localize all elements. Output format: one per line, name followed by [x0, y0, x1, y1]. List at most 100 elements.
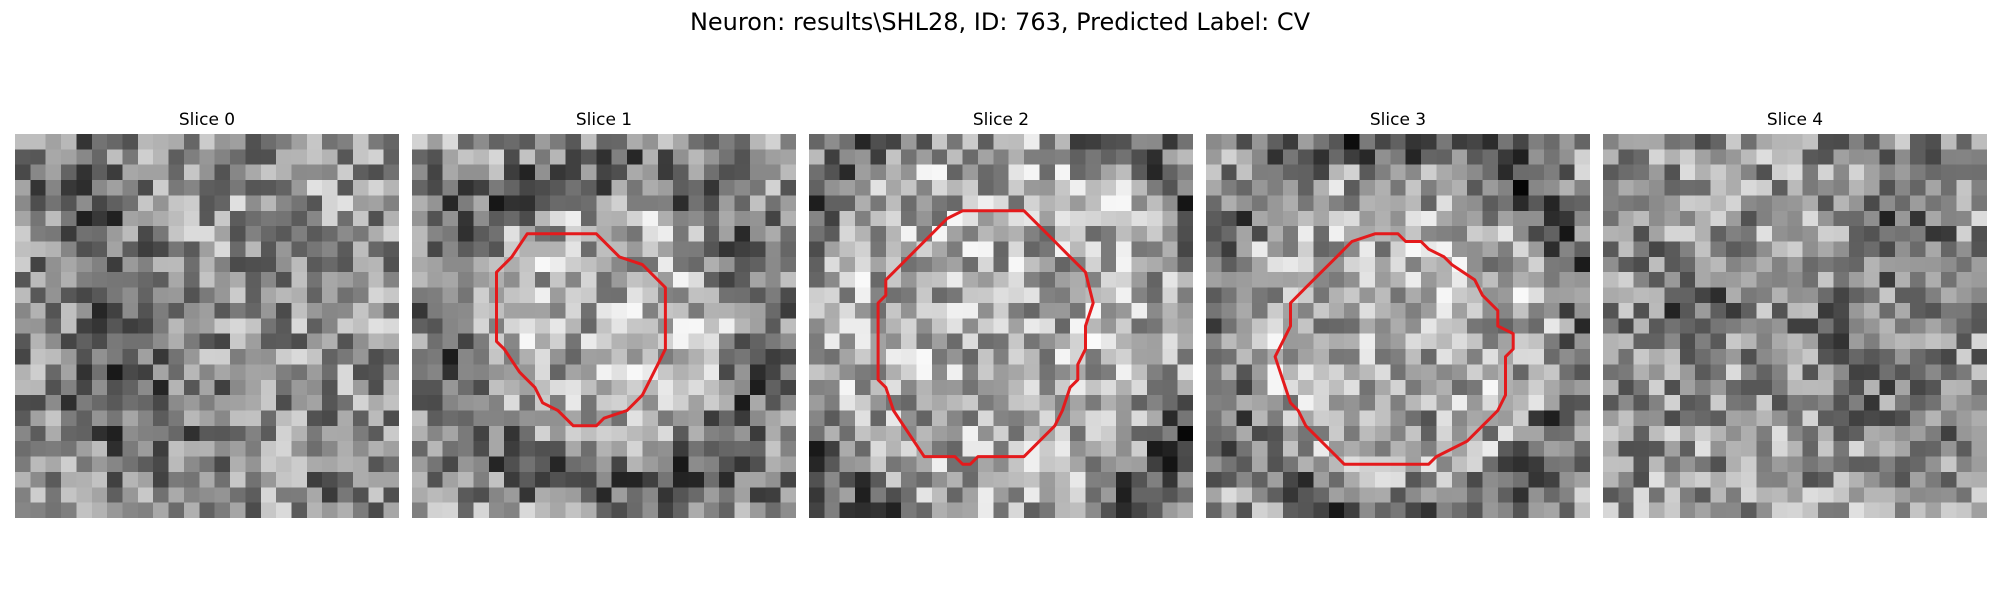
- pixel: [1741, 502, 1758, 518]
- pixel: [1221, 226, 1238, 243]
- pixel: [1162, 164, 1179, 181]
- pixel: [91, 272, 108, 289]
- pixel: [153, 364, 170, 381]
- pixel: [1574, 226, 1590, 243]
- pixel: [245, 134, 262, 150]
- pixel: [885, 502, 902, 518]
- pixel: [1894, 180, 1911, 197]
- pixel: [1328, 471, 1345, 488]
- pixel: [61, 349, 78, 365]
- pixel: [580, 456, 597, 473]
- pixel: [458, 487, 475, 504]
- pixel: [1328, 502, 1345, 518]
- pixel: [1864, 149, 1881, 166]
- pixel: [337, 287, 354, 304]
- pixel: [122, 241, 139, 258]
- pixel: [352, 164, 369, 181]
- pixel: [30, 287, 47, 304]
- pixel: [1162, 180, 1179, 197]
- pixel: [230, 410, 246, 427]
- pixel: [1146, 256, 1163, 273]
- pixel: [1910, 164, 1927, 181]
- pixel: [45, 379, 62, 396]
- pixel: [550, 210, 567, 227]
- pixel: [1543, 318, 1560, 335]
- pixel: [276, 226, 293, 243]
- pixel: [473, 395, 490, 412]
- pixel: [809, 395, 825, 412]
- pixel: [1482, 364, 1499, 381]
- pixel: [1421, 471, 1437, 488]
- pixel: [962, 502, 979, 518]
- pixel: [1956, 410, 1973, 427]
- pixel: [1664, 195, 1681, 212]
- pixel: [1543, 272, 1560, 289]
- pixel: [580, 180, 597, 197]
- pixel: [91, 226, 108, 243]
- pixel: [1695, 287, 1712, 304]
- pixel: [1559, 149, 1576, 166]
- pixel: [1894, 318, 1911, 335]
- pixel: [107, 364, 124, 381]
- pixel: [122, 210, 139, 227]
- pixel: [901, 210, 918, 227]
- pixel: [1679, 210, 1696, 227]
- pixel: [1679, 241, 1696, 258]
- pixel: [642, 441, 659, 458]
- pixel: [306, 164, 323, 181]
- pixel: [45, 471, 62, 488]
- pixel: [427, 195, 444, 212]
- pixel: [1162, 502, 1179, 518]
- pixel: [442, 441, 459, 458]
- pixel: [1039, 164, 1056, 181]
- pixel: [1559, 256, 1576, 273]
- pixel: [1543, 149, 1560, 166]
- pixel: [1054, 210, 1071, 227]
- pixel: [260, 364, 277, 381]
- pixel: [916, 487, 933, 504]
- pixel: [734, 318, 751, 335]
- pixel: [1421, 425, 1437, 442]
- pixel: [1879, 287, 1896, 304]
- pixel: [153, 302, 170, 319]
- pixel: [993, 379, 1010, 396]
- pixel: [673, 487, 690, 504]
- pixel: [1497, 441, 1514, 458]
- pixel: [839, 318, 856, 335]
- pixel: [1664, 134, 1681, 150]
- pixel: [673, 410, 690, 427]
- pixel: [719, 302, 736, 319]
- pixel: [947, 487, 964, 504]
- pixel: [1574, 134, 1590, 150]
- pixel: [1421, 379, 1437, 396]
- pixel: [1328, 287, 1345, 304]
- pixel: [1574, 364, 1590, 381]
- pixel: [1206, 256, 1222, 273]
- pixel: [596, 287, 613, 304]
- pixel: [1482, 134, 1499, 150]
- pixel: [1451, 180, 1468, 197]
- pixel: [1910, 287, 1927, 304]
- pixel: [1328, 164, 1345, 181]
- pixel: [1971, 149, 1987, 166]
- pixel: [1008, 134, 1025, 150]
- pixel: [1879, 425, 1896, 442]
- pixel: [885, 149, 902, 166]
- pixel: [734, 287, 751, 304]
- pixel: [1756, 425, 1773, 442]
- pixel: [1282, 425, 1299, 442]
- pixel: [1298, 349, 1315, 365]
- pixel: [642, 425, 659, 442]
- pixel: [1146, 425, 1163, 442]
- pixel: [1910, 241, 1927, 258]
- pixel: [1328, 302, 1345, 319]
- pixel: [1359, 210, 1376, 227]
- pixel: [473, 180, 490, 197]
- pixel: [1894, 502, 1911, 518]
- pixel: [1864, 302, 1881, 319]
- pixel: [183, 471, 200, 488]
- pixel: [993, 256, 1010, 273]
- pixel: [337, 134, 354, 150]
- pixel: [611, 441, 628, 458]
- pixel: [30, 502, 47, 518]
